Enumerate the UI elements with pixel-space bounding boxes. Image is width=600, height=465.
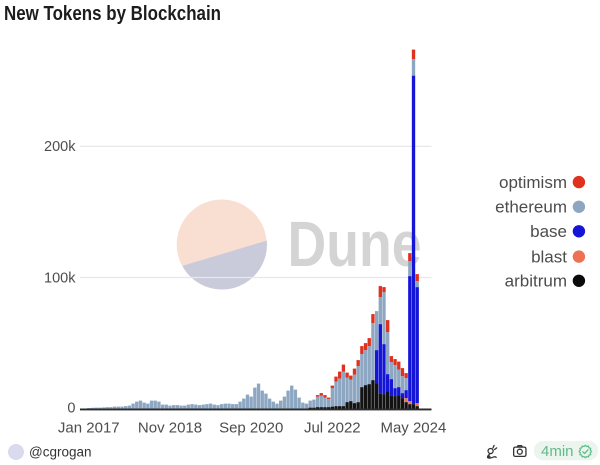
svg-text:optimism: optimism: [499, 173, 567, 192]
svg-text:@cgrogan: @cgrogan: [29, 445, 92, 460]
svg-text:Dune: Dune: [288, 208, 422, 280]
svg-text:200k: 200k: [44, 139, 76, 155]
svg-text:base: base: [530, 222, 567, 241]
svg-text:Nov 2018: Nov 2018: [138, 420, 202, 437]
svg-text:New Tokens by Blockchain: New Tokens by Blockchain: [4, 3, 221, 25]
svg-text:May 2024: May 2024: [380, 420, 446, 437]
svg-text:100k: 100k: [44, 270, 76, 286]
svg-text:arbitrum: arbitrum: [505, 272, 567, 291]
svg-text:Sep 2020: Sep 2020: [219, 420, 283, 437]
svg-text:4min: 4min: [541, 443, 574, 460]
svg-text:Jul 2022: Jul 2022: [304, 420, 361, 437]
svg-text:0: 0: [67, 400, 75, 416]
svg-text:ethereum: ethereum: [495, 198, 567, 217]
svg-text:Jan 2017: Jan 2017: [58, 420, 120, 437]
svg-text:blast: blast: [531, 247, 567, 266]
